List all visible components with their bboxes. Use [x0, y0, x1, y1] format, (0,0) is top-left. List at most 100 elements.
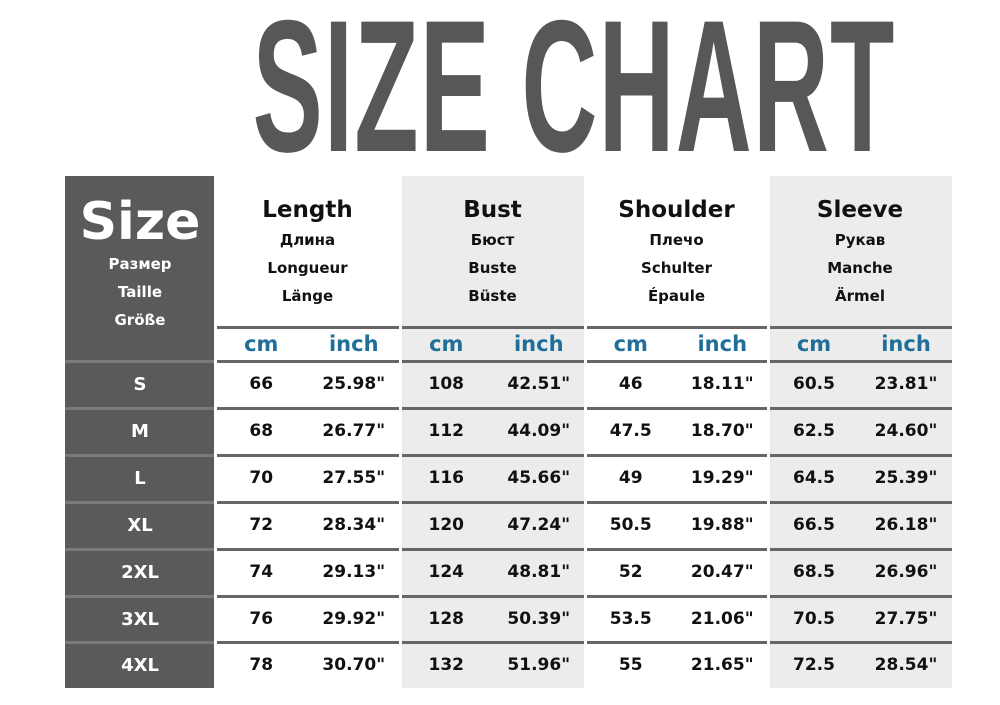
- group-header: Length Длина Longueur Länge: [215, 176, 400, 326]
- cell-cm: 72: [249, 514, 274, 535]
- table-row: 74 29.13": [215, 547, 400, 595]
- cell-cm: 76: [249, 608, 274, 629]
- table-row: 72.5 28.54": [768, 641, 952, 688]
- size-label: L: [65, 453, 215, 501]
- table-row: 78 30.70": [215, 641, 400, 688]
- cell-inch: 45.66": [507, 467, 571, 488]
- cell-cm: 74: [249, 561, 274, 582]
- cell-cm: 68.5: [793, 561, 835, 582]
- cell-cm: 55: [618, 655, 643, 676]
- unit-inch: inch: [881, 332, 931, 356]
- group-bust: Bust Бюст Buste Büste cm inch 108 42.51" 11…: [400, 176, 585, 688]
- cell-cm: 70.5: [793, 608, 835, 629]
- cell-cm: 49: [618, 467, 643, 488]
- cell-cm: 50.5: [609, 514, 652, 535]
- size-label: XL: [65, 500, 215, 548]
- unit-inch: inch: [513, 332, 564, 356]
- unit-inch: inch: [697, 332, 748, 356]
- cell-inch: 19.88": [690, 514, 754, 535]
- group-header: Shoulder Плечо Schulter Épaule: [585, 176, 768, 326]
- cell-cm: 132: [428, 655, 465, 676]
- page-title: SIZE CHART: [0, 0, 1000, 180]
- unit-cm: cm: [429, 332, 464, 356]
- table-row: 128 50.39": [400, 594, 585, 642]
- size-chart-table: Size Размер Taille Größe S M L XL 2XL 3XL 4XL …: [65, 176, 952, 688]
- cell-cm: 68: [249, 420, 274, 441]
- unit-row: cm inch: [585, 326, 768, 360]
- column-divider: [399, 176, 402, 688]
- table-row: 76 29.92": [215, 594, 400, 642]
- group-title: Shoulder: [618, 197, 735, 223]
- group-translation: Бюст: [470, 231, 515, 249]
- cell-cm: 47.5: [609, 420, 652, 441]
- cell-inch: 47.24": [507, 514, 571, 535]
- table-row: 62.5 24.60": [768, 406, 952, 454]
- cell-inch: 18.11": [690, 374, 754, 394]
- cell-inch: 25.98": [322, 374, 386, 394]
- unit-inch: inch: [328, 332, 379, 356]
- table-row: 50.5 19.88": [585, 500, 768, 548]
- unit-cm: cm: [796, 332, 832, 356]
- cell-cm: 116: [428, 467, 465, 488]
- group-title: Sleeve: [816, 197, 904, 223]
- cell-inch: 27.75": [874, 608, 938, 629]
- cell-inch: 28.34": [322, 514, 386, 535]
- group-translation: Büste: [468, 287, 517, 305]
- cell-cm: 70: [249, 467, 274, 488]
- table-row: 66 25.98": [215, 360, 400, 407]
- unit-cm: cm: [244, 332, 279, 356]
- table-row: 116 45.66": [400, 453, 585, 501]
- group-translation: Schulter: [641, 259, 712, 277]
- cell-cm: 46: [618, 374, 643, 394]
- table-row: 124 48.81": [400, 547, 585, 595]
- group-translation: Épaule: [647, 287, 706, 305]
- table-row: 66.5 26.18": [768, 500, 952, 548]
- size-label: S: [65, 360, 215, 407]
- unit-cm: cm: [613, 332, 648, 356]
- table-row: 68.5 26.96": [768, 547, 952, 595]
- table-row: 52 20.47": [585, 547, 768, 595]
- cell-cm: 112: [428, 420, 465, 441]
- group-sleeve: Sleeve Рукав Manche Ärmel cm inch 60.5 23.8…: [768, 176, 952, 688]
- cell-inch: 23.81": [874, 374, 938, 394]
- table-row: 70 27.55": [215, 453, 400, 501]
- cell-inch: 20.47": [690, 561, 754, 582]
- cell-inch: 48.81": [507, 561, 571, 582]
- cell-cm: 53.5: [609, 608, 652, 629]
- group-translation: Плечо: [649, 231, 704, 249]
- group-translation: Buste: [468, 259, 517, 277]
- cell-cm: 108: [428, 374, 465, 394]
- table-row: 132 51.96": [400, 641, 585, 688]
- cell-cm: 66: [249, 374, 274, 394]
- cell-inch: 21.65": [690, 655, 754, 676]
- cell-inch: 44.09": [507, 420, 571, 441]
- cell-inch: 18.70": [690, 420, 754, 441]
- group-length: Length Длина Longueur Länge cm inch 66 25.9…: [215, 176, 400, 688]
- table-row: 47.5 18.70": [585, 406, 768, 454]
- table-row: 55 21.65": [585, 641, 768, 688]
- size-header-translation: Taille: [117, 283, 163, 301]
- cell-cm: 52: [618, 561, 643, 582]
- cell-inch: 19.29": [690, 467, 754, 488]
- table-row: 46 18.11": [585, 360, 768, 407]
- table-row: 120 47.24": [400, 500, 585, 548]
- size-header-translation: Размер: [108, 255, 172, 273]
- cell-cm: 78: [249, 655, 274, 676]
- table-row: 53.5 21.06": [585, 594, 768, 642]
- group-translation: Länge: [281, 287, 334, 305]
- size-column: Size Размер Taille Größe S M L XL 2XL 3XL 4XL: [65, 176, 215, 688]
- group-translation: Manche: [827, 259, 893, 277]
- cell-cm: 62.5: [793, 420, 835, 441]
- table-row: 60.5 23.81": [768, 360, 952, 407]
- size-header-label: Size: [79, 192, 201, 252]
- cell-cm: 64.5: [793, 467, 835, 488]
- group-title: Bust: [463, 197, 522, 223]
- size-label: 2XL: [65, 547, 215, 595]
- cell-inch: 25.39": [874, 467, 938, 488]
- group-translation: Длина: [279, 231, 336, 249]
- group-header: Sleeve Рукав Manche Ärmel: [768, 176, 952, 326]
- cell-cm: 60.5: [793, 374, 835, 394]
- column-divider: [584, 176, 587, 688]
- table-row: 112 44.09": [400, 406, 585, 454]
- size-label: 4XL: [65, 641, 215, 688]
